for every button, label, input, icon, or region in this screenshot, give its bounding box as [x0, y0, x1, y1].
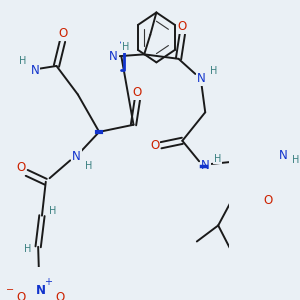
Text: O: O	[150, 139, 160, 152]
Text: N: N	[35, 284, 45, 297]
Text: N: N	[31, 64, 40, 77]
Text: O: O	[178, 20, 187, 33]
Text: O: O	[16, 161, 25, 174]
Text: H: H	[292, 155, 299, 165]
Text: N: N	[72, 150, 81, 163]
Text: −: −	[6, 286, 14, 296]
Text: H: H	[19, 56, 27, 67]
Text: O: O	[263, 194, 272, 207]
Text: H: H	[214, 154, 221, 164]
Text: O: O	[16, 291, 25, 300]
Text: H: H	[122, 42, 130, 52]
Text: N: N	[109, 50, 118, 63]
Text: H: H	[49, 206, 56, 216]
Text: H: H	[85, 161, 92, 171]
Text: O: O	[56, 291, 65, 300]
Text: H: H	[210, 66, 217, 76]
Text: O: O	[58, 27, 67, 40]
Text: N: N	[279, 148, 287, 161]
Text: N: N	[201, 159, 210, 172]
Text: H: H	[24, 244, 31, 254]
Text: O: O	[133, 86, 142, 99]
Text: +: +	[44, 277, 52, 286]
Text: N: N	[197, 72, 206, 85]
